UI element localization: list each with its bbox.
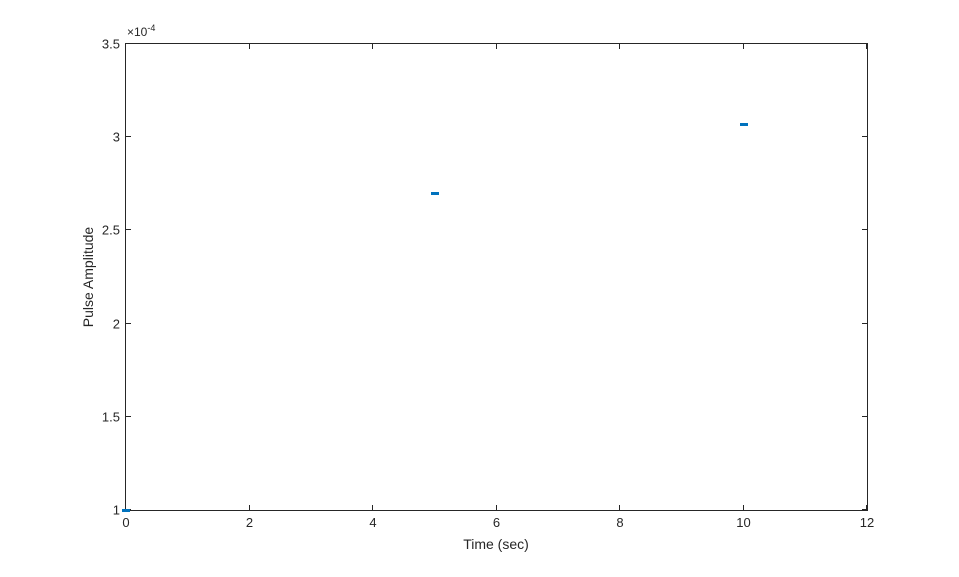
y-tick-mark bbox=[126, 322, 131, 324]
data-point-marker bbox=[739, 122, 748, 126]
y-tick-mark-right bbox=[862, 322, 867, 324]
y-tick-label: 3.5 bbox=[101, 36, 120, 52]
y-tick-mark bbox=[126, 43, 131, 44]
y-tick-mark bbox=[126, 229, 131, 231]
x-tick-mark bbox=[742, 505, 744, 510]
y-tick-mark-right bbox=[862, 229, 867, 231]
y-tick-mark-right bbox=[862, 43, 867, 44]
x-tick-mark-top bbox=[248, 44, 250, 49]
x-tick-mark bbox=[866, 505, 867, 510]
x-tick-mark-top bbox=[866, 44, 867, 49]
data-point-marker bbox=[122, 508, 130, 512]
x-tick-mark-top bbox=[125, 44, 126, 49]
x-tick-label: 12 bbox=[859, 515, 875, 530]
y-axis-exponent-label: ×10-4 bbox=[127, 23, 155, 39]
x-tick-mark-top bbox=[372, 44, 373, 49]
plot-area: 0 2 4 6 8 10 12 1 1.5 2 2.5 3 3.5 bbox=[102, 38, 874, 530]
x-tick-mark-top bbox=[619, 44, 620, 49]
y-tick-mark-right bbox=[862, 509, 867, 510]
data-point-marker bbox=[430, 191, 439, 195]
exponent-prefix: ×10 bbox=[127, 25, 148, 39]
x-tick-label: 6 bbox=[492, 515, 501, 530]
x-tick-mark-top bbox=[495, 44, 497, 49]
y-tick-label: 2 bbox=[112, 316, 120, 332]
x-tick-mark bbox=[495, 505, 497, 510]
x-tick-label: 2 bbox=[245, 515, 254, 530]
y-tick-mark bbox=[126, 415, 131, 417]
y-tick-label: 1 bbox=[112, 502, 120, 518]
x-tick-mark-top bbox=[742, 44, 744, 49]
x-tick-mark bbox=[125, 505, 126, 510]
x-axis-label: Time (sec) bbox=[463, 536, 529, 552]
y-tick-label: 2.5 bbox=[101, 222, 120, 238]
x-tick-mark bbox=[372, 505, 373, 510]
y-tick-mark-right bbox=[862, 415, 867, 417]
y-tick-mark-right bbox=[862, 136, 867, 138]
x-tick-label: 10 bbox=[736, 515, 751, 530]
x-tick-label: 0 bbox=[122, 515, 130, 530]
y-tick-label: 3 bbox=[112, 129, 120, 145]
y-tick-mark bbox=[126, 136, 131, 138]
x-tick-mark bbox=[248, 505, 250, 510]
x-tick-label: 8 bbox=[616, 515, 624, 530]
y-tick-label: 1.5 bbox=[101, 409, 120, 425]
exponent-value: -4 bbox=[147, 23, 156, 33]
x-tick-label: 4 bbox=[369, 515, 377, 530]
x-tick-mark bbox=[619, 505, 620, 510]
y-axis-label: Pulse Amplitude bbox=[80, 226, 96, 328]
